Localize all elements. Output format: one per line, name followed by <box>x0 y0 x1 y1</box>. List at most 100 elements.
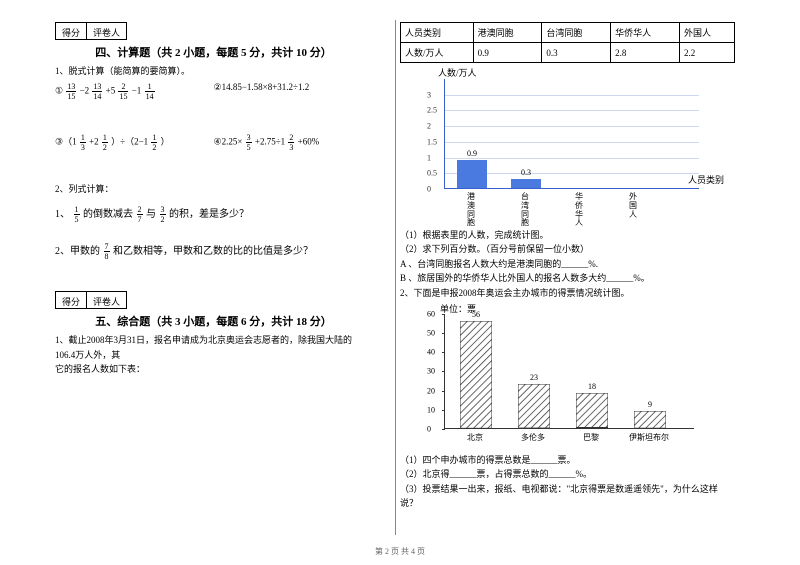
tick-mark <box>442 333 445 334</box>
section5-title: 五、综合题（共 3 小题，每题 6 分，共计 18 分） <box>55 313 372 329</box>
xtick: 华 侨 华 人 <box>572 193 586 228</box>
n: 13 <box>92 82 102 92</box>
ytick: 20 <box>427 386 435 395</box>
d: 7 <box>137 215 143 224</box>
grader-label: 评卷人 <box>87 23 126 39</box>
f4-pre: ④2.25× <box>214 137 243 147</box>
frac-q22a: 78 <box>104 242 110 261</box>
pre: 2、甲数的 <box>55 246 100 257</box>
ytick: 1 <box>427 153 431 162</box>
frac-1c: 215 <box>118 82 128 101</box>
score-box-2: 得分 评卷人 <box>55 291 127 309</box>
column-divider <box>395 20 396 535</box>
d: 5 <box>74 215 80 224</box>
frac-4a: 35 <box>246 133 252 152</box>
y-axis-label: 人数/万人 <box>438 66 477 79</box>
m3: −1 <box>132 86 142 96</box>
f3-pre: ③（1 <box>55 137 77 147</box>
bar <box>460 321 492 428</box>
ytick: 40 <box>427 348 435 357</box>
v3: 2.2 <box>679 43 734 63</box>
d: 8 <box>104 252 110 261</box>
n: 3 <box>246 133 252 143</box>
n: 1 <box>80 133 86 143</box>
ytick: 0 <box>427 424 431 433</box>
t2b: 票，占得票总数的 <box>477 469 549 479</box>
plot-area-2: 60504030201005623189 <box>444 314 694 429</box>
m2: 与 <box>146 209 156 220</box>
section4-title: 四、计算题（共 2 小题，每题 5 分，共计 10 分） <box>55 44 372 60</box>
tick-mark <box>442 391 445 392</box>
th-1: 港澳同胞 <box>473 23 542 43</box>
xtick: 外 国 人 <box>626 193 640 219</box>
end: +60% <box>298 137 320 147</box>
d: 5 <box>246 143 252 152</box>
bar <box>634 411 666 428</box>
table-header-row: 人员类别 港澳同胞 台湾同胞 华侨华人 外国人 <box>401 23 735 43</box>
formula-row-2: ③（1 13 +2 12 ）÷（2−1 12 ） ④2.25× 35 +2.75… <box>55 133 372 152</box>
frac-q21c: 32 <box>160 205 166 224</box>
ytick: 30 <box>427 367 435 376</box>
frac-3a: 13 <box>80 133 86 152</box>
gridline <box>445 126 699 127</box>
th-0: 人员类别 <box>401 23 474 43</box>
blank: ______ <box>450 469 477 479</box>
q1-t1: （1）根据表里的人数，完成统计图。 <box>400 228 735 242</box>
q2-t2: （2）北京得______票，占得票总数的______%。 <box>400 467 735 481</box>
gridline <box>445 142 699 143</box>
n: 2 <box>118 82 128 92</box>
gridline <box>445 110 699 111</box>
tick-mark <box>442 314 445 315</box>
xtick: 伊斯坦布尔 <box>624 432 674 443</box>
d: 14 <box>145 92 155 101</box>
n: 13 <box>66 82 76 92</box>
t2c: %。 <box>576 469 593 479</box>
pre: 1、 <box>55 209 70 220</box>
xtick: 台 湾 同 胞 <box>518 193 532 228</box>
blank: ______ <box>561 259 588 269</box>
m1: 的倒数减去 <box>83 209 133 220</box>
bar-label: 9 <box>634 400 666 409</box>
tick-mark <box>442 352 445 353</box>
blank: ______ <box>531 455 558 465</box>
s5-q1-l1: 1、截止2008年3月31日，报名申请成为北京奥运会志愿者的，除我国大陆的106… <box>55 333 372 362</box>
xtick: 港 澳 同 胞 <box>464 193 478 228</box>
d: 15 <box>66 92 76 101</box>
ytick: 2.5 <box>427 106 437 115</box>
left-column: 得分 评卷人 四、计算题（共 2 小题，每题 5 分，共计 10 分） 1、脱式… <box>0 0 390 565</box>
ytick: 2 <box>427 122 431 131</box>
m1: −2 <box>80 86 90 96</box>
d: 2 <box>160 215 166 224</box>
th-2: 台湾同胞 <box>542 23 611 43</box>
end: 和乙数相等，甲数和乙数的比的比值是多少？ <box>113 246 313 257</box>
score-box-wrap-2: 得分 评卷人 <box>55 291 372 309</box>
q1-t3: A 、台湾同胞报名人数大约是港澳同胞的______%. <box>400 257 735 271</box>
ytick: 10 <box>427 405 435 414</box>
bar-label: 56 <box>460 310 492 319</box>
q2-head: 2、列式计算： <box>55 182 372 196</box>
score-box-1: 得分 评卷人 <box>55 22 127 40</box>
t3b: %. <box>588 259 598 269</box>
n: 1 <box>151 133 157 143</box>
frac-3c: 12 <box>151 133 157 152</box>
m2: +5 <box>106 86 116 96</box>
v1: 0.3 <box>542 43 611 63</box>
formula-row-1: ① 1315 −2 1314 +5 215 −1 114 ②14.85−1.58… <box>55 82 372 101</box>
ytick: 1.5 <box>427 137 437 146</box>
n: 2 <box>137 205 143 215</box>
grader-label: 评卷人 <box>87 292 126 308</box>
bar <box>576 393 608 428</box>
tick-mark <box>442 410 445 411</box>
tick-mark <box>442 371 445 372</box>
chart1: 人数/万人 人员类别 32.521.510.500.90.3 港 澳 同 胞台 … <box>410 69 730 224</box>
bar-label: 23 <box>518 373 550 382</box>
q1-t2: （2）求下列百分数。（百分号前保留一位小数） <box>400 242 735 256</box>
d: 2 <box>151 143 157 152</box>
end: ） <box>161 137 170 147</box>
frac-1b: 1314 <box>92 82 102 101</box>
q2-head: 2、下面是申报2008年奥运会主办城市的得票情况统计图。 <box>400 286 735 300</box>
blank: ______ <box>549 469 576 479</box>
xtick: 多伦多 <box>508 432 558 443</box>
q1-t4: B 、旅居国外的华侨华人比外国人的报名人数多大约______%。 <box>400 271 735 285</box>
frac-1d: 114 <box>145 82 155 101</box>
